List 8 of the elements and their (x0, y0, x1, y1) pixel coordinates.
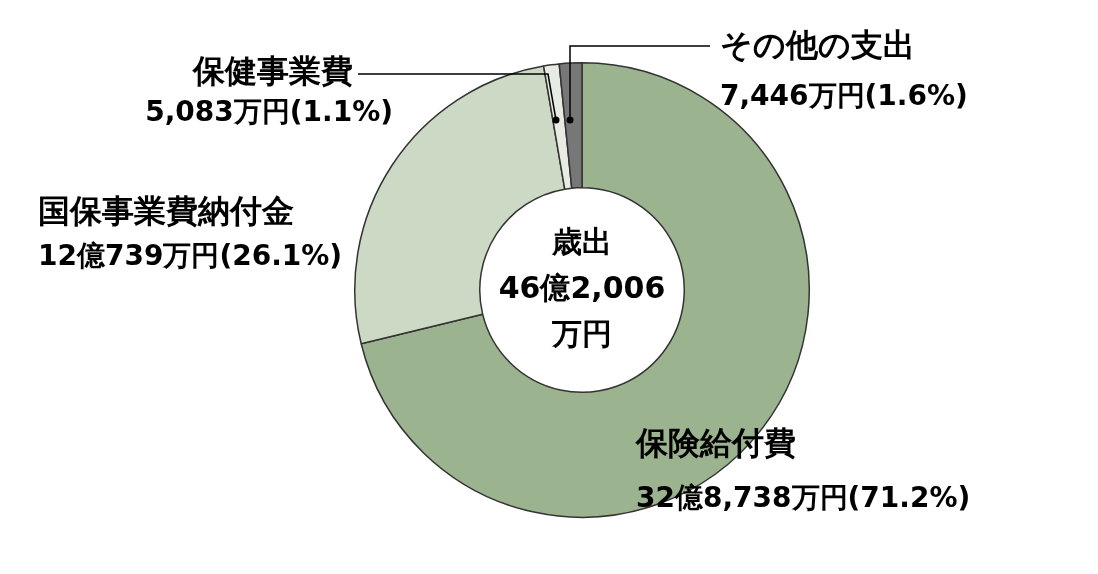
slice-label: その他の支出 (720, 26, 915, 65)
data-label: 7,446万円(1.6%) (720, 79, 968, 113)
data-label: 12億739万円(26.1%) (38, 239, 343, 273)
text: 46億2,006万円 (498, 269, 666, 351)
slice-label: 保健事業費 (192, 52, 353, 91)
data-label: 5,083万円(1.1%) (145, 95, 393, 129)
text: 歳出 (551, 223, 612, 259)
slice-label: 国保事業費納付金 (38, 192, 294, 231)
